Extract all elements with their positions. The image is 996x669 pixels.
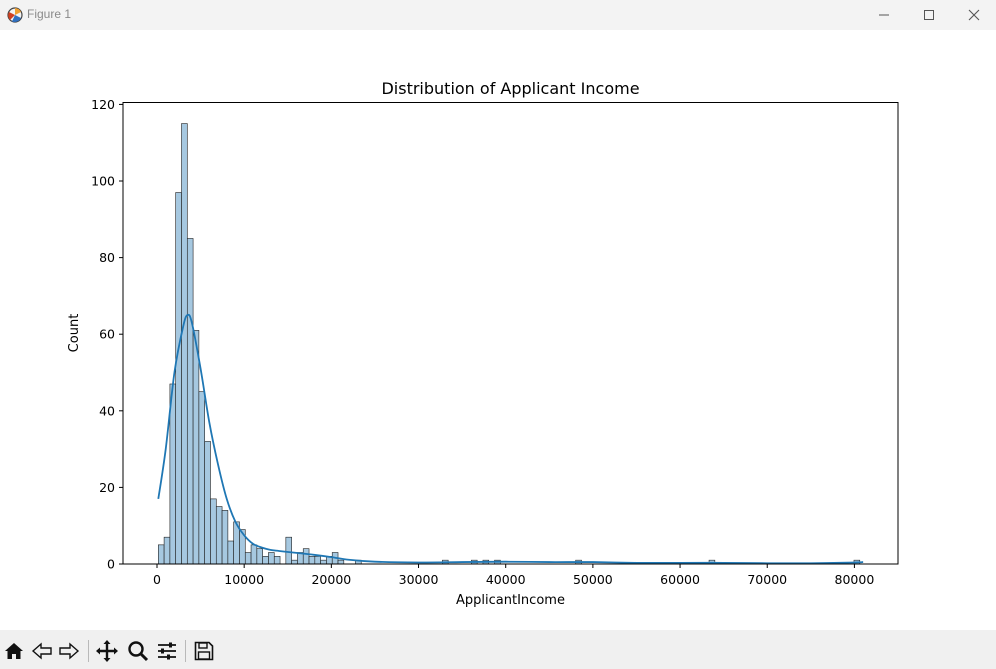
window-title: Figure 1	[27, 7, 72, 21]
histogram-bar	[181, 123, 188, 565]
y-tick-label: 20	[99, 480, 115, 495]
toolbar-separator	[185, 640, 186, 662]
histogram-bar	[210, 498, 217, 565]
chart-title: Distribution of Applicant Income	[381, 79, 639, 98]
histogram-bar	[186, 238, 194, 565]
x-axis-ticks: 0 10000 20000 30000 40000 50000 60000 70000 8000…	[153, 564, 874, 587]
pan-icon	[96, 640, 118, 662]
x-tick-label: 70000	[747, 572, 787, 587]
histogram-bar	[314, 556, 321, 565]
y-tick-label: 60	[99, 327, 115, 342]
histogram-bar	[268, 552, 275, 565]
y-axis-ticks: 0 20 40 60 80 100 120	[91, 97, 123, 572]
minimize-button[interactable]	[861, 0, 907, 30]
plot-frame	[122, 102, 899, 565]
histogram-bar	[192, 330, 200, 565]
histogram-bar	[204, 441, 211, 565]
maximize-button[interactable]	[906, 0, 952, 30]
maximize-icon	[924, 10, 934, 20]
histogram-bar	[244, 552, 252, 565]
histogram-bar	[285, 536, 292, 565]
histogram-bar	[215, 506, 223, 565]
x-tick-label: 30000	[399, 572, 439, 587]
back-button[interactable]	[29, 638, 55, 664]
y-tick-label: 0	[107, 557, 115, 572]
forward-button[interactable]	[56, 638, 82, 664]
histogram-bar	[175, 192, 182, 565]
figure-canvas: Distribution of Applicant Income 0 10000 2…	[0, 30, 996, 630]
histogram-chart: Distribution of Applicant Income 0 10000 2…	[67, 79, 899, 608]
back-icon	[31, 642, 52, 660]
zoom-icon	[128, 641, 149, 662]
histogram-bar	[337, 559, 345, 565]
histogram-bar	[262, 556, 269, 565]
x-tick-label: 80000	[835, 572, 875, 587]
bars-layer	[158, 123, 861, 565]
histogram-bar	[273, 556, 281, 565]
histogram-bar	[163, 536, 171, 565]
x-axis-label: ApplicantIncome	[456, 593, 565, 608]
zoom-button[interactable]	[125, 638, 151, 664]
close-icon	[968, 9, 980, 21]
pan-button[interactable]	[94, 638, 120, 664]
toolbar-separator	[88, 640, 89, 662]
histogram-bar	[320, 559, 327, 565]
x-tick-label: 40000	[486, 572, 526, 587]
histogram-bar	[308, 556, 316, 565]
configure-subplots-button[interactable]	[154, 638, 180, 664]
x-tick-label: 50000	[573, 572, 613, 587]
y-tick-label: 120	[91, 97, 115, 112]
close-button[interactable]	[951, 0, 996, 30]
forward-icon	[59, 642, 80, 660]
minimize-icon	[879, 14, 889, 16]
histogram-bar	[221, 510, 229, 565]
histogram-bar	[198, 391, 205, 565]
navigation-toolbar	[0, 630, 996, 669]
kde-line	[157, 313, 864, 565]
histogram-bar	[158, 544, 165, 565]
histogram-bar	[302, 548, 310, 565]
x-tick-label: 10000	[224, 572, 264, 587]
histogram-bar	[250, 544, 258, 565]
matplotlib-app-icon	[6, 6, 24, 24]
histogram-bar	[291, 559, 298, 565]
home-icon	[5, 643, 23, 659]
window-titlebar: Figure 1	[0, 0, 996, 30]
configure-subplots-icon	[158, 642, 176, 660]
save-icon	[194, 641, 214, 661]
y-tick-label: 100	[91, 174, 115, 189]
y-tick-label: 80	[99, 250, 115, 265]
y-tick-label: 40	[99, 403, 115, 418]
histogram-bar	[227, 540, 234, 565]
save-button[interactable]	[191, 638, 217, 664]
y-axis-label: Count	[67, 314, 82, 353]
x-tick-label: 60000	[660, 572, 700, 587]
x-tick-label: 0	[153, 572, 161, 587]
home-button[interactable]	[1, 638, 27, 664]
x-tick-label: 20000	[311, 572, 351, 587]
histogram-bar	[256, 548, 263, 565]
